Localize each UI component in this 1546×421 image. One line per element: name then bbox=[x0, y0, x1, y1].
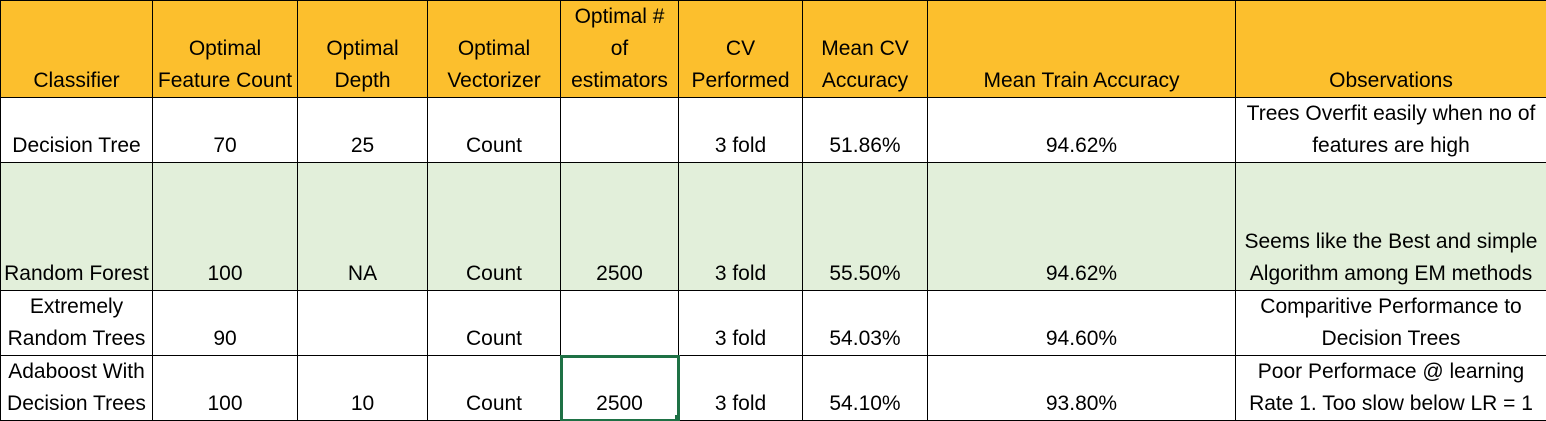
cell-observations[interactable]: Trees Overfit easily when no of features… bbox=[1236, 98, 1546, 163]
cell-depth[interactable]: 25 bbox=[298, 98, 428, 163]
cell-feature-count[interactable]: 90 bbox=[153, 291, 298, 356]
header-classifier[interactable]: Classifier bbox=[1, 1, 153, 98]
cell-estimators[interactable] bbox=[561, 98, 679, 163]
header-row: Classifier Optimal Feature Count Optimal… bbox=[1, 1, 1546, 98]
cell-observations[interactable]: Poor Performace @ learning Rate 1. Too s… bbox=[1236, 356, 1546, 421]
cell-feature-count[interactable]: 70 bbox=[153, 98, 298, 163]
table-row: Random Forest 100 NA Count 2500 3 fold 5… bbox=[1, 163, 1546, 291]
cell-mean-cv[interactable]: 55.50% bbox=[803, 163, 928, 291]
cell-feature-count[interactable]: 100 bbox=[153, 163, 298, 291]
cell-estimators[interactable]: 2500 bbox=[561, 163, 679, 291]
cell-depth[interactable]: NA bbox=[298, 163, 428, 291]
cell-observations[interactable]: Comparitive Performance to Decision Tree… bbox=[1236, 291, 1546, 356]
cell-observations[interactable]: Seems like the Best and simple Algorithm… bbox=[1236, 163, 1546, 291]
cell-mean-train[interactable]: 94.62% bbox=[928, 163, 1236, 291]
cell-classifier[interactable]: Decision Tree bbox=[1, 98, 153, 163]
cell-classifier[interactable]: Adaboost With Decision Trees bbox=[1, 356, 153, 421]
cell-mean-cv[interactable]: 54.10% bbox=[803, 356, 928, 421]
cell-mean-train[interactable]: 93.80% bbox=[928, 356, 1236, 421]
cell-mean-cv[interactable]: 54.03% bbox=[803, 291, 928, 356]
header-vectorizer[interactable]: Optimal Vectorizer bbox=[428, 1, 561, 98]
cell-classifier[interactable]: Random Forest bbox=[1, 163, 153, 291]
cell-cv[interactable]: 3 fold bbox=[679, 356, 803, 421]
table-row: Decision Tree 70 25 Count 3 fold 51.86% … bbox=[1, 98, 1546, 163]
cell-depth[interactable]: 10 bbox=[298, 356, 428, 421]
cell-vectorizer[interactable]: Count bbox=[428, 356, 561, 421]
header-estimators[interactable]: Optimal # of estimators bbox=[561, 1, 679, 98]
cell-vectorizer[interactable]: Count bbox=[428, 98, 561, 163]
cell-mean-train[interactable]: 94.60% bbox=[928, 291, 1236, 356]
header-feature-count[interactable]: Optimal Feature Count bbox=[153, 1, 298, 98]
cell-vectorizer[interactable]: Count bbox=[428, 291, 561, 356]
cell-cv[interactable]: 3 fold bbox=[679, 98, 803, 163]
header-depth[interactable]: Optimal Depth bbox=[298, 1, 428, 98]
cell-depth[interactable] bbox=[298, 291, 428, 356]
cell-classifier[interactable]: Extremely Random Trees bbox=[1, 291, 153, 356]
cell-mean-cv[interactable]: 51.86% bbox=[803, 98, 928, 163]
cell-cv[interactable]: 3 fold bbox=[679, 291, 803, 356]
cell-estimators-selected[interactable]: 2500 bbox=[561, 356, 679, 421]
cell-feature-count[interactable]: 100 bbox=[153, 356, 298, 421]
header-mean-train[interactable]: Mean Train Accuracy bbox=[928, 1, 1236, 98]
cell-estimators[interactable] bbox=[561, 291, 679, 356]
cell-cv[interactable]: 3 fold bbox=[679, 163, 803, 291]
header-mean-cv[interactable]: Mean CV Accuracy bbox=[803, 1, 928, 98]
header-cv[interactable]: CV Performed bbox=[679, 1, 803, 98]
table-row: Extremely Random Trees 90 Count 3 fold 5… bbox=[1, 291, 1546, 356]
table-row: Adaboost With Decision Trees 100 10 Coun… bbox=[1, 356, 1546, 421]
header-observations[interactable]: Observations bbox=[1236, 1, 1546, 98]
cell-mean-train[interactable]: 94.62% bbox=[928, 98, 1236, 163]
cell-vectorizer[interactable]: Count bbox=[428, 163, 561, 291]
